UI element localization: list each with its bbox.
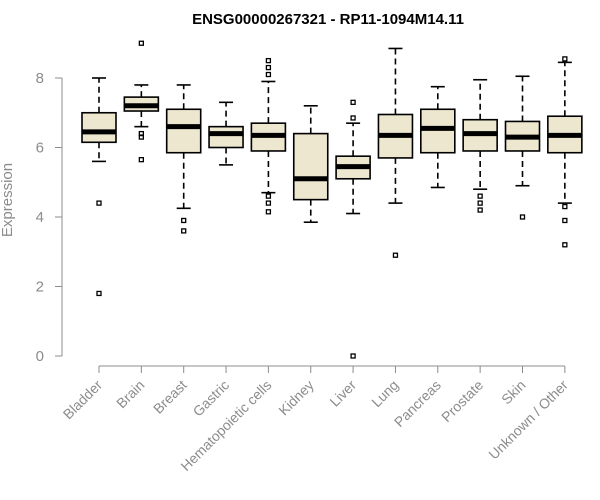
x-tick-label: Liver [326,377,359,410]
outlier-point [350,353,356,359]
outlier-point [265,200,272,206]
outlier-point [96,200,102,206]
x-tick-label: Breast [150,377,190,417]
y-tick-label: 6 [36,140,44,157]
outlier-point [350,99,356,105]
y-tick-label: 8 [36,70,44,87]
outlier-point [519,214,526,220]
outlier-point [265,71,272,78]
box-group-gastric [208,101,244,166]
outlier-point [265,209,272,215]
box-series [81,40,583,359]
outlier-point [392,252,399,258]
x-tick-label: Skin [498,377,529,408]
iqr-box [208,125,244,149]
outlier-point [477,207,483,213]
outlier-point [265,64,272,71]
iqr-box [419,108,456,154]
box-group-prostate [462,78,498,213]
iqr-box [165,108,202,154]
outlier-point [562,203,568,210]
iqr-box [292,132,329,201]
box-group-pancreas [419,85,456,189]
box-group-liver [335,99,371,359]
outlier-point [138,40,145,46]
y-tick-label: 4 [36,209,44,226]
x-tick-label: Kidney [275,377,317,419]
box-group-skin [504,75,541,220]
outlier-point [562,217,568,224]
chart-title: ENSG00000267321 - RP11-1094M14.11 [192,11,464,28]
outlier-point [265,57,272,64]
box-group-brain [123,40,160,163]
x-tick-label: Prostate [438,377,486,425]
box-group-kidney [292,105,329,224]
outlier-point [138,157,145,163]
outlier-point [138,134,145,140]
y-tick-label: 0 [36,348,44,365]
x-tick-label: Unknown / Other [485,377,571,463]
y-tick-label: 2 [36,279,44,296]
outlier-point [477,200,483,206]
iqr-box [81,111,117,144]
box-group-bladder [81,77,117,297]
x-tick-label: Bladder [60,377,106,423]
y-axis: 0 2 4 6 8 [36,70,63,365]
outlier-point [181,217,187,224]
outlier-point [96,290,102,297]
x-tick-label: Pancreas [391,377,444,430]
outlier-point [265,193,272,199]
outlier-point [562,242,568,248]
outlier-point [477,193,483,199]
x-tick-label: Brain [113,377,147,411]
x-tick-label: Lung [368,377,401,410]
box-group-lung [377,47,414,258]
box-group-breast [165,84,202,234]
outlier-point [562,56,568,62]
outlier-point [181,228,187,234]
y-axis-label: Expression [0,163,16,237]
box-group-hematopoietic-cells [250,57,287,215]
outlier-point [350,115,356,121]
box-group-unknown-other [547,56,583,248]
